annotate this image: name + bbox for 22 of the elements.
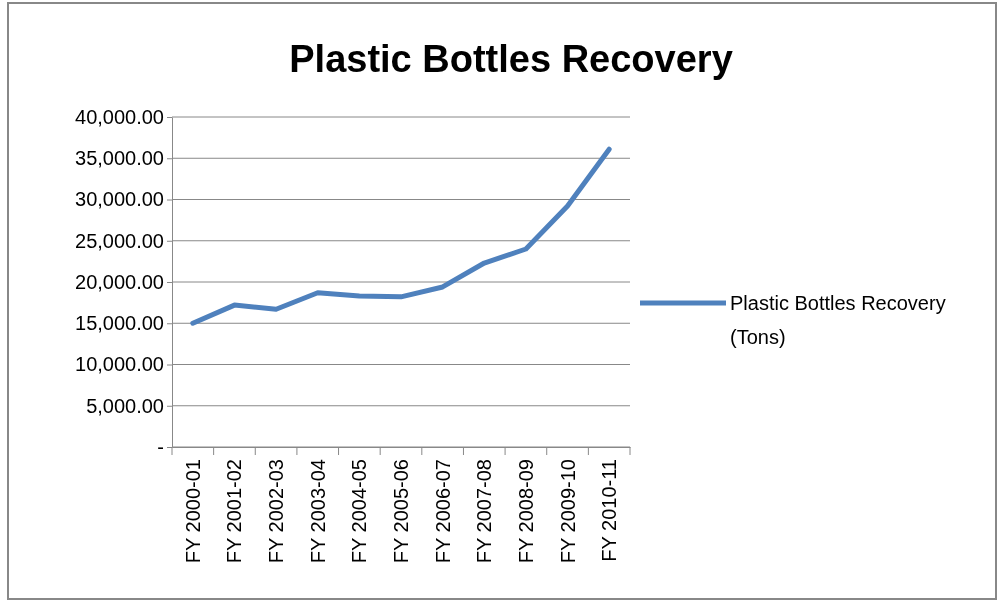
x-tick-label: FY 2006-07: [431, 459, 454, 564]
y-tick-label: 20,000.00: [75, 270, 164, 293]
x-tick-label: FY 2010-11: [598, 459, 621, 562]
x-tick-label: FY 2005-06: [390, 459, 412, 564]
y-tick-label: 40,000.00: [75, 105, 164, 128]
y-tick-label: 15,000.00: [75, 312, 164, 335]
y-tick-label: 5,000.00: [86, 394, 164, 417]
y-tick-label: 25,000.00: [75, 229, 164, 252]
x-tick-label: FY 2003-04: [306, 459, 329, 564]
y-tick-label: -: [157, 435, 164, 458]
x-tick-label: FY 2002-03: [265, 459, 288, 564]
legend-label: Plastic Bottles Recovery (Tons): [730, 292, 946, 348]
y-tick-label: 10,000.00: [75, 353, 164, 376]
x-tick-label: FY 2009-10: [556, 459, 579, 564]
x-tick-label: FY 2000-01: [181, 459, 204, 564]
x-tick-label: FY 2008-09: [514, 459, 537, 564]
x-tick-label: FY 2004-05: [348, 459, 371, 564]
x-tick-label: FY 2007-08: [473, 459, 496, 564]
y-tick-label: 30,000.00: [75, 188, 164, 211]
y-tick-label: 35,000.00: [75, 147, 164, 170]
x-tick-label: FY 2001-02: [223, 459, 246, 564]
chart-title: Plastic Bottles Recovery: [289, 38, 733, 80]
